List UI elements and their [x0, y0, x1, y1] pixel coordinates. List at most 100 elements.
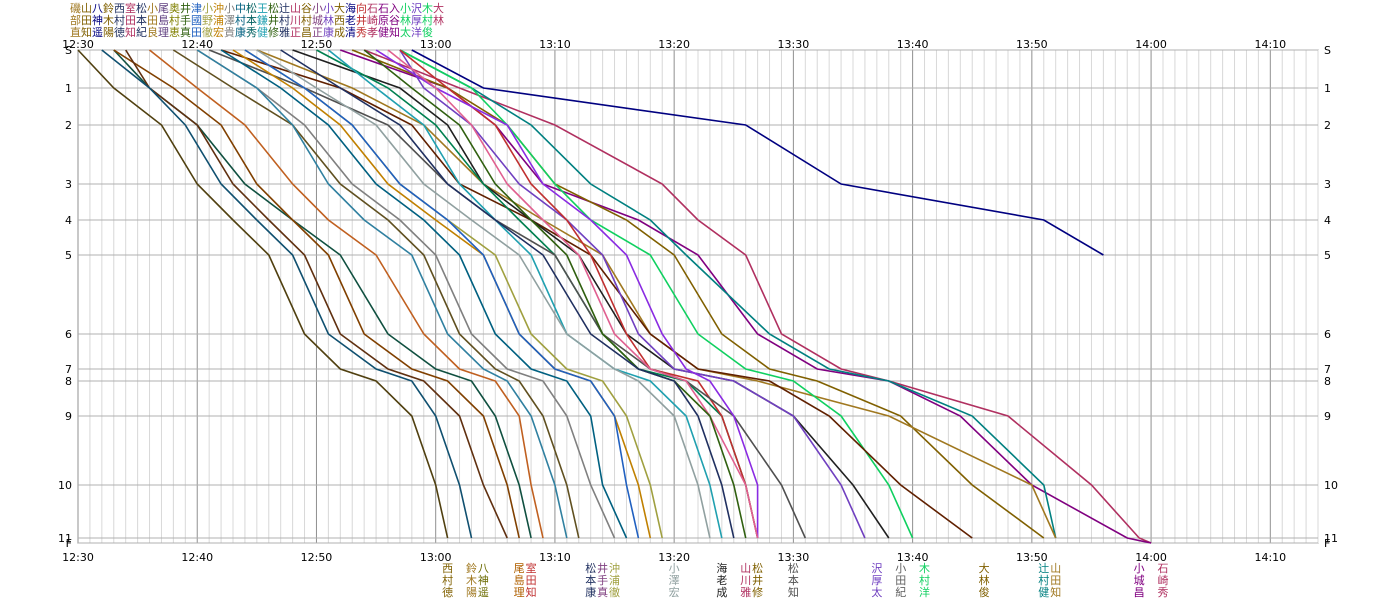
legend-char: 本 — [246, 13, 257, 27]
finish-label-char: 雅 — [740, 585, 751, 599]
runner-line — [256, 49, 711, 539]
legend-char: 八 — [92, 2, 103, 15]
legend-char: 大 — [334, 1, 345, 15]
legend-char: 貴 — [224, 25, 235, 39]
legend-char: 小 — [224, 2, 235, 15]
legend-char: 康 — [323, 25, 334, 39]
legend-char: 徳 — [114, 26, 125, 39]
legend-char: 健 — [257, 26, 268, 39]
x-tick-label-bottom: 13:30 — [778, 551, 810, 564]
y-tick-label-left: 3 — [65, 178, 72, 191]
finish-label-char: 木 — [919, 562, 930, 575]
finish-label-char: 城 — [1134, 574, 1145, 587]
legend-char: 宏 — [213, 25, 224, 39]
legend-char: 國 — [191, 14, 202, 27]
x-tick-label-bottom: 14:10 — [1254, 551, 1286, 564]
finish-label-char: 小 — [895, 562, 906, 575]
x-tick-label-bottom: 14:00 — [1135, 551, 1167, 564]
x-tick-label-top: 13:00 — [420, 38, 452, 51]
finish-label-char: 手 — [597, 573, 608, 587]
y-tick-label-right: 4 — [1324, 214, 1331, 227]
legend-char: 神 — [92, 13, 103, 27]
y-tick-label-left: S — [65, 44, 72, 57]
legend-char: 本 — [136, 13, 147, 27]
legend-char: 小 — [147, 2, 158, 15]
legend-char: 健 — [378, 26, 389, 39]
finish-label-char: 八 — [478, 562, 489, 575]
x-tick-label-bottom: 13:40 — [897, 551, 929, 564]
chart-series — [77, 49, 1152, 544]
finish-label-char: 松 — [585, 561, 596, 575]
chart-grid — [77, 49, 1319, 544]
runner-line — [363, 49, 1152, 544]
finish-label-char: 鈴 — [466, 561, 477, 575]
x-tick-label-bottom: 13:10 — [539, 551, 571, 564]
x-tick-label-top: 13:10 — [539, 38, 571, 51]
legend-char: 辻 — [279, 1, 290, 15]
legend-char: 山 — [290, 2, 301, 15]
legend-char: 恵 — [169, 25, 180, 39]
x-tick-label-top: 14:10 — [1254, 38, 1286, 51]
y-tick-label-left: 7 — [65, 363, 72, 376]
legend-char: 直 — [70, 25, 81, 39]
legend-char: 浦 — [213, 14, 224, 27]
y-tick-label-right: 8 — [1324, 375, 1331, 388]
legend-char: 秀 — [356, 26, 367, 39]
legend-char: 理 — [158, 26, 169, 39]
finish-label-char: 海 — [716, 561, 727, 575]
finish-label-char: 山 — [1050, 562, 1061, 575]
legend-char: 大 — [433, 1, 444, 15]
runner-line — [196, 49, 616, 539]
finish-label-char: 田 — [1050, 574, 1061, 587]
x-tick-label-top: 12:40 — [181, 38, 213, 51]
runner-line — [399, 49, 914, 539]
finish-label-char: 澤 — [669, 574, 680, 587]
legend-char: 真 — [180, 25, 191, 39]
chart-axes: 12:30 12:30 12:40 12:40 12:50 12:50 13:00 13:00… — [58, 38, 1338, 564]
finish-label-char: 西 — [442, 562, 453, 575]
finish-label-char: 成 — [716, 586, 727, 599]
y-tick-label-right: S — [1324, 44, 1331, 57]
legend-char: 老 — [345, 14, 356, 27]
legend-char: 陽 — [103, 26, 114, 39]
finish-label-char: 山 — [740, 562, 751, 575]
legend-char: 田 — [191, 26, 202, 39]
legend-char: 厚 — [411, 14, 422, 27]
finish-label-char: 洋 — [919, 585, 930, 599]
legend-char: 村 — [235, 13, 246, 27]
finish-label-char: 厚 — [871, 574, 882, 587]
legend-char: 野 — [202, 14, 213, 27]
legend-char: 沖 — [213, 2, 224, 15]
finish-label-char: 井 — [752, 573, 763, 587]
legend-char: 知 — [389, 25, 400, 39]
runner-line — [327, 49, 723, 539]
finish-label-char: 秀 — [1158, 586, 1169, 599]
runner-line — [101, 49, 473, 539]
finish-label-char: 本 — [585, 573, 596, 587]
legend-char: 康 — [235, 25, 246, 39]
legend-char: 小 — [202, 2, 213, 15]
legend-char: 田 — [81, 14, 92, 27]
legend-char: 西 — [114, 2, 125, 15]
runner-line — [399, 49, 1057, 539]
runner-line — [292, 49, 890, 539]
runner-line — [77, 49, 449, 539]
x-tick-label-top: 14:00 — [1135, 38, 1167, 51]
x-tick-label-bottom: 12:30 — [62, 551, 94, 564]
y-tick-label-left: 8 — [65, 375, 72, 388]
y-tick-label-left: 1 — [65, 82, 72, 95]
runner-line — [244, 49, 640, 539]
legend-char: 津 — [191, 2, 202, 15]
y-tick-label-left: 2 — [65, 119, 72, 132]
runner-line — [196, 49, 568, 539]
finish-label-char: 林 — [979, 573, 990, 587]
finish-label-char: 村 — [1038, 573, 1049, 587]
runner-line — [172, 49, 580, 539]
finish-label-char: 小 — [669, 562, 680, 575]
runner-line — [280, 49, 735, 539]
legend-char: 西 — [334, 14, 345, 27]
y-tick-label-left: 5 — [65, 249, 72, 262]
finish-label-char: 石 — [1158, 562, 1169, 575]
legend-char: 成 — [334, 26, 345, 39]
finish-label-char: 尾 — [514, 562, 525, 575]
